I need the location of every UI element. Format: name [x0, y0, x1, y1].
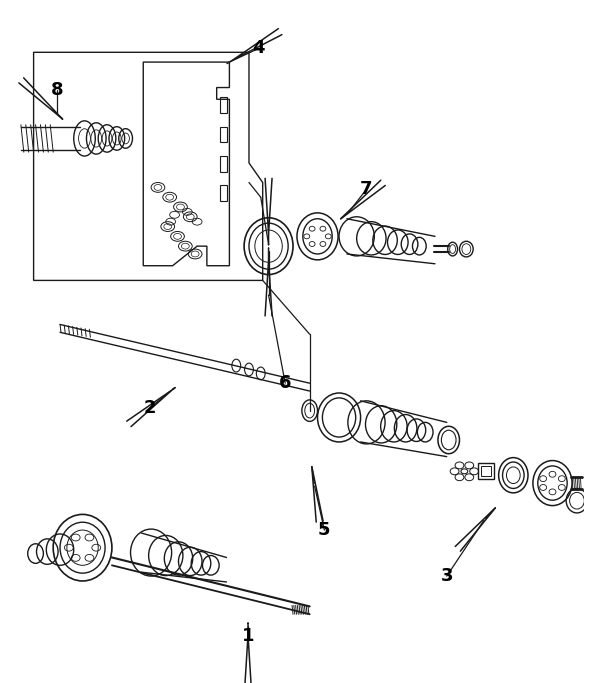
Bar	[219, 186, 228, 201]
Text: 2: 2	[144, 399, 156, 417]
Text: 3: 3	[441, 567, 453, 585]
Text: 6: 6	[279, 374, 291, 392]
Bar	[219, 156, 228, 171]
Text: 8: 8	[51, 81, 63, 98]
Bar	[219, 98, 228, 113]
Bar	[219, 127, 228, 142]
Text: 5: 5	[318, 521, 330, 539]
Text: 7: 7	[360, 180, 373, 198]
Text: 1: 1	[242, 627, 254, 645]
Text: 4: 4	[253, 40, 265, 57]
